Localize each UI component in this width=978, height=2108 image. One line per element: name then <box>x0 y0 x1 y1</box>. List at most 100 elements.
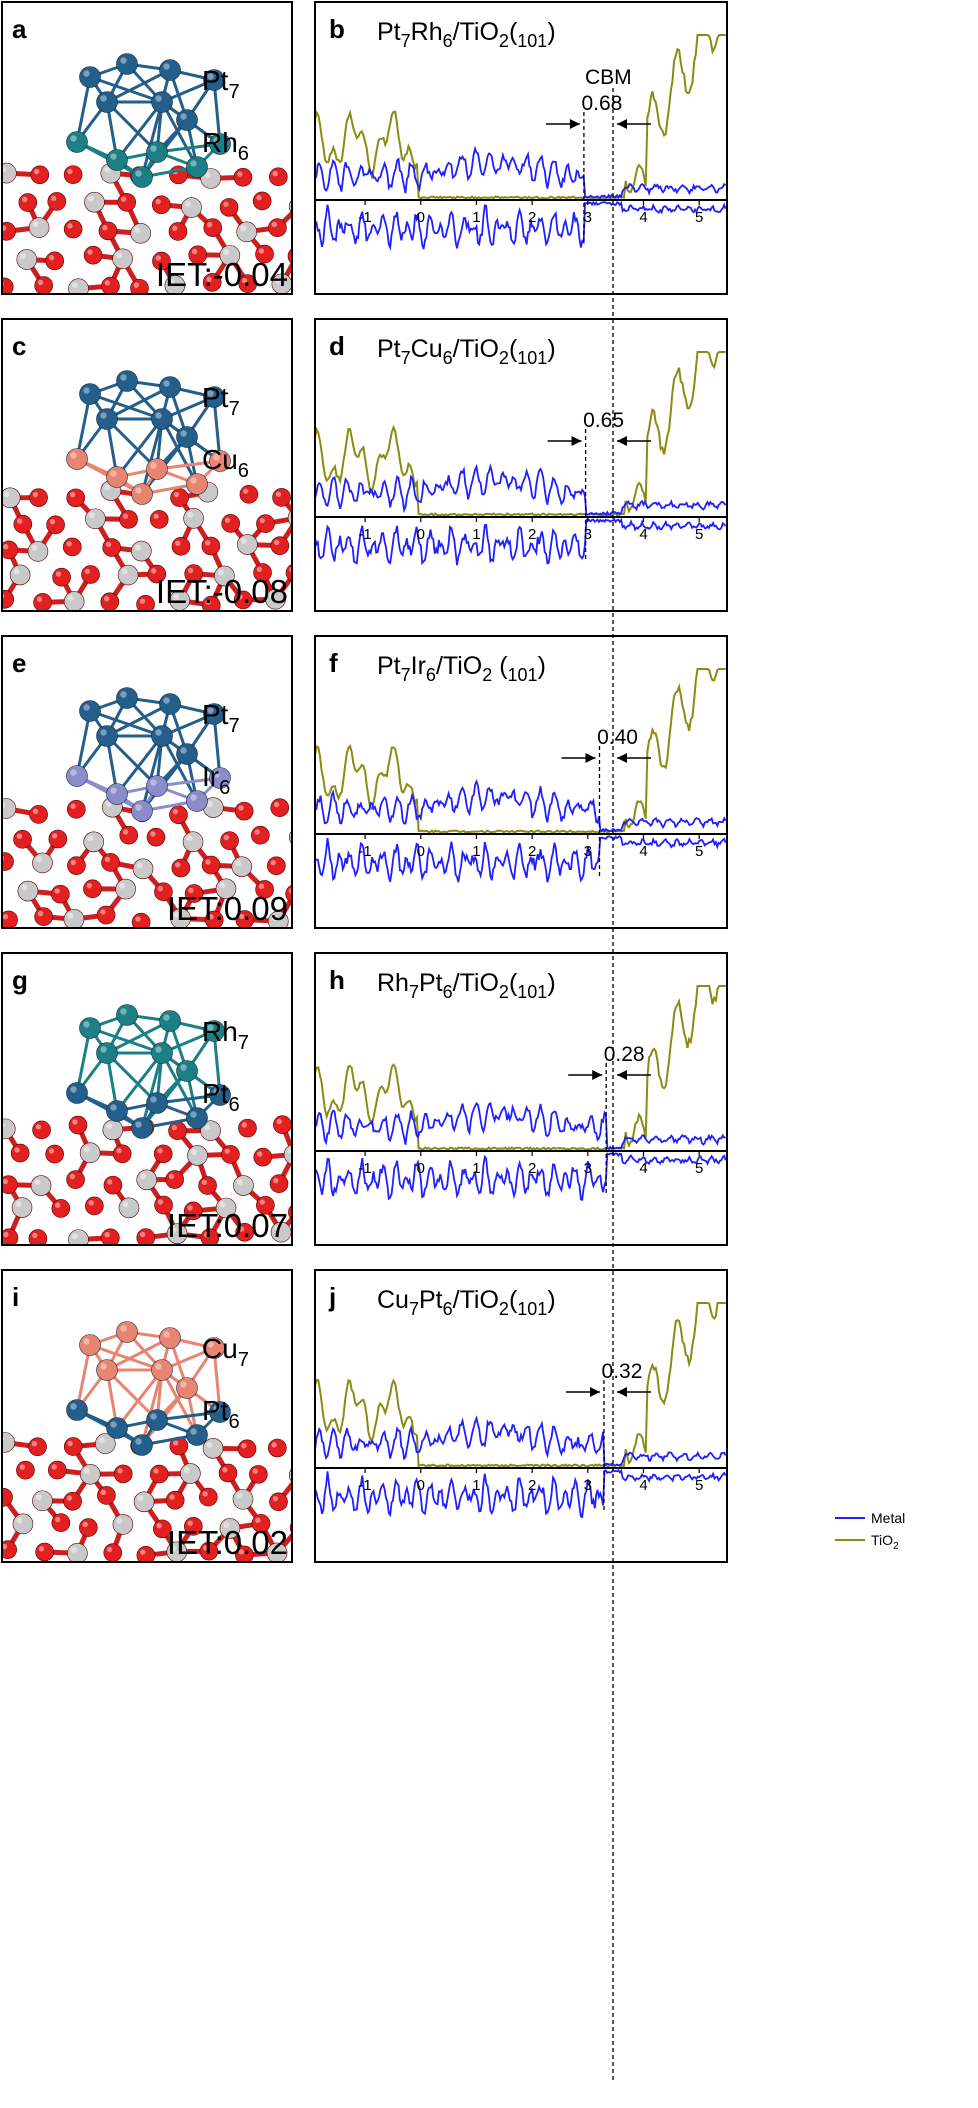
x-tick-label: 3 <box>584 1160 592 1177</box>
gap-arrow-right <box>617 436 651 446</box>
cluster-atoms <box>66 1004 231 1139</box>
x-tick-label: 3 <box>584 1477 592 1494</box>
chart-title: Pt7Cu6/TiO2(101) <box>377 335 556 368</box>
panel-letter: d <box>329 331 345 361</box>
panel-letter: a <box>12 14 27 44</box>
x-tick-label: 2 <box>528 526 536 543</box>
cluster-bottom-label: Cu6 <box>202 444 249 482</box>
slab-atoms <box>3 162 291 293</box>
x-tick-label: 4 <box>639 843 647 860</box>
gap-arrow-left <box>568 1070 603 1080</box>
x-tick-label: -1 <box>358 1477 371 1494</box>
series-metal-down <box>316 200 726 251</box>
series-metal-up <box>316 463 726 517</box>
cluster-atoms <box>66 370 231 505</box>
panel-letter: f <box>329 648 338 678</box>
atomic-structure <box>3 1004 291 1244</box>
x-tick-label: 3 <box>584 526 592 543</box>
cluster-bottom-label: Rh6 <box>202 127 249 165</box>
cluster-atoms <box>66 53 231 188</box>
panel-letter: j <box>328 1282 336 1312</box>
legend-tio2-label: TiO2 <box>871 1532 899 1552</box>
x-tick-label: -1 <box>358 526 371 543</box>
x-tick-label: -1 <box>358 209 371 226</box>
gap-arrow-right <box>617 1070 651 1080</box>
cluster-atoms <box>66 1321 231 1456</box>
cluster-top-label: Rh7 <box>202 1016 249 1054</box>
panel-letter: b <box>329 14 345 44</box>
slab-atoms <box>3 480 291 610</box>
iet-label: IET:0.02 <box>167 1524 288 1561</box>
x-tick-label: 1 <box>472 1477 480 1494</box>
series-metal-down <box>316 1468 726 1519</box>
series-tio2 <box>316 34 726 200</box>
panel-letter: c <box>12 331 26 361</box>
gap-arrow-right <box>617 753 651 763</box>
atomic-structure <box>3 687 291 927</box>
svg-text:Metal: Metal <box>871 1510 905 1526</box>
gap-value-label: 0.40 <box>597 726 638 749</box>
x-tick-label: 0 <box>417 843 425 860</box>
gap-arrow-right <box>617 1387 651 1397</box>
cluster-bottom-label: Pt6 <box>202 1078 240 1116</box>
chart-title: Pt7Ir6/TiO2 (101) <box>377 652 546 685</box>
atomic-structure <box>3 1321 291 1561</box>
atomic-structure <box>3 370 291 610</box>
x-tick-label: 0 <box>417 1160 425 1177</box>
iet-label: IET:0.09 <box>167 890 288 927</box>
legend: Metal TiO2 <box>835 1510 905 1552</box>
series-metal-up <box>316 778 726 833</box>
x-tick-label: 1 <box>472 843 480 860</box>
series-tio2 <box>316 1302 726 1468</box>
x-tick-label: 0 <box>417 526 425 543</box>
gap-arrow-left <box>565 1387 600 1397</box>
x-tick-label: 1 <box>472 1160 480 1177</box>
series-metal-down <box>316 517 726 566</box>
x-tick-label: -1 <box>358 843 371 860</box>
gap-arrow-left <box>547 436 582 446</box>
dos-frame <box>314 635 728 929</box>
series-tio2 <box>316 668 726 834</box>
x-tick-label: 0 <box>417 1477 425 1494</box>
x-tick-label: 2 <box>528 209 536 226</box>
dos-frame <box>314 952 728 1246</box>
cluster-top-label: Cu7 <box>202 1333 249 1371</box>
cluster-bottom-label: Pt6 <box>202 1395 240 1433</box>
x-tick-label: 4 <box>639 1477 647 1494</box>
slab-atoms <box>3 1432 291 1561</box>
gap-arrow-left <box>561 753 596 763</box>
x-tick-label: 3 <box>584 209 592 226</box>
x-tick-label: 2 <box>528 1160 536 1177</box>
gap-value-label: 0.68 <box>581 92 622 115</box>
panel-letter: h <box>329 965 345 995</box>
x-tick-label: 4 <box>639 209 647 226</box>
iet-label: IET:-0.08 <box>156 573 288 610</box>
series-metal-up <box>316 1415 726 1469</box>
x-tick-label: 4 <box>639 526 647 543</box>
dos-frame <box>314 318 728 612</box>
x-tick-label: 2 <box>528 1477 536 1494</box>
x-tick-label: -1 <box>358 1160 371 1177</box>
x-tick-label: 2 <box>528 843 536 860</box>
series-metal-down <box>316 1151 726 1201</box>
cluster-top-label: Pt7 <box>202 65 240 103</box>
cluster-top-label: Pt7 <box>202 699 240 737</box>
slab-atoms <box>3 796 291 927</box>
gap-value-label: 0.28 <box>604 1043 645 1066</box>
series-tio2 <box>316 351 726 517</box>
x-tick-label: 5 <box>695 1477 703 1494</box>
chart-title: Cu7Pt6/TiO2(101) <box>377 1286 556 1319</box>
gap-value-label: 0.32 <box>602 1360 643 1383</box>
series-tio2 <box>316 985 726 1151</box>
figure-row: a Pt7 Rh6 IET:-0.04 -1 0 1 2 3 4 5 0.68 b Pt7Rh6/TiO2… <box>1 1 728 295</box>
panel-letter: e <box>12 648 26 678</box>
series-metal-down <box>316 835 726 883</box>
figure-row: c Pt7 Cu6 IET:-0.08 -1 0 1 2 3 4 5 0.65 d Pt7Cu6/TiO2… <box>1 318 728 612</box>
atomic-structure <box>3 53 291 293</box>
gap-arrow-left <box>545 119 580 129</box>
cbm-label: CBM <box>585 66 632 89</box>
x-tick-label: 4 <box>639 1160 647 1177</box>
chart-title: Rh7Pt6/TiO2(101) <box>377 969 556 1002</box>
x-tick-label: 3 <box>584 843 592 860</box>
